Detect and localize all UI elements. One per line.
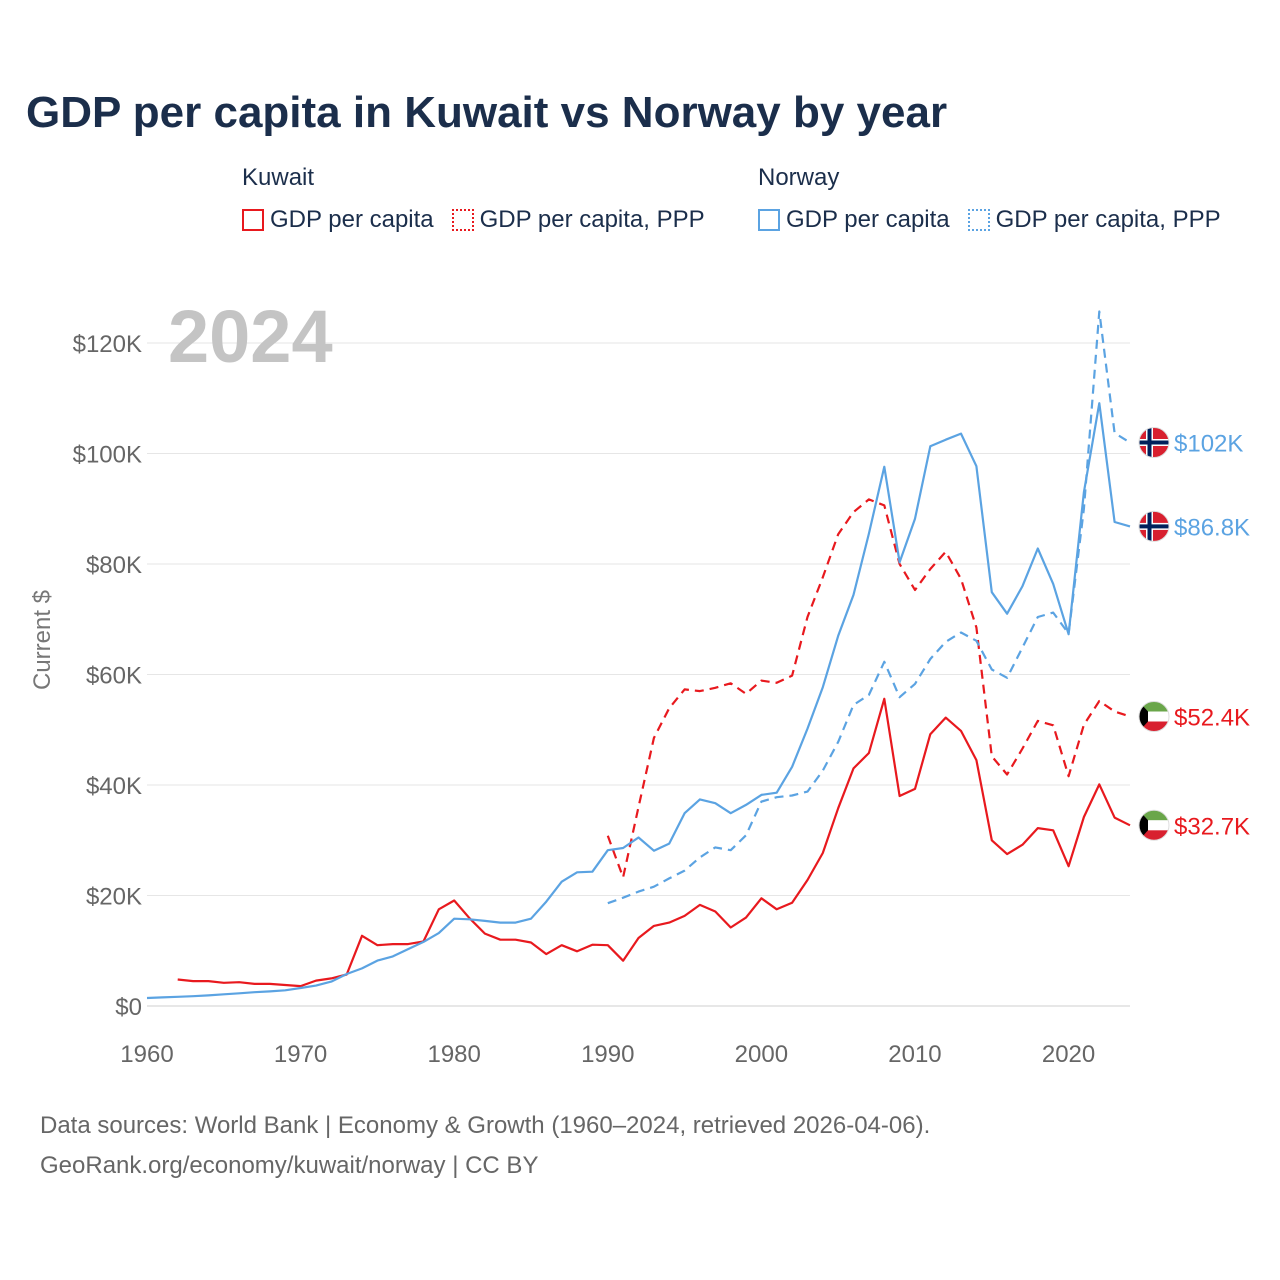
flag-ring xyxy=(1138,809,1170,841)
series-line xyxy=(607,310,1131,905)
legend-swatch-dotted xyxy=(451,209,474,231)
series-line xyxy=(177,697,1131,988)
legend-label: GDP per capita xyxy=(270,206,434,233)
x-tick-label: 1970 xyxy=(274,1041,327,1068)
legend-label: GDP per capita, PPP xyxy=(479,206,705,233)
end-value-label: $102K xyxy=(1174,430,1243,457)
y-tick-label: $40K xyxy=(86,773,142,800)
x-tick-label: 2000 xyxy=(735,1041,788,1068)
legend-country-kuwait: Kuwait xyxy=(242,164,315,191)
legend-item-norway-gdp[interactable]: GDP per capita xyxy=(758,206,950,234)
x-tick-label: 1960 xyxy=(120,1041,173,1068)
end-value-label: $52.4K xyxy=(1174,704,1250,731)
end-value-label: $86.8K xyxy=(1174,514,1250,541)
legend-kuwait: Kuwait GDP per capita GDP per capita, PP… xyxy=(242,164,705,234)
legend-swatch-solid xyxy=(242,209,264,231)
flag-ring xyxy=(1138,510,1170,542)
legend-label: GDP per capita, PPP xyxy=(995,206,1221,233)
flag-stripe xyxy=(1139,810,1169,821)
x-tick-label: 1990 xyxy=(581,1041,634,1068)
legend-item-kuwait-gdp[interactable]: GDP per capita xyxy=(242,206,434,234)
legend-swatch-solid xyxy=(758,209,780,231)
footer-sources: Data sources: World Bank | Economy & Gro… xyxy=(40,1112,931,1139)
axis-layer: $0 $20K $40K $60K $80K $100K $120K 1960 1970 1980… xyxy=(73,331,1096,1068)
x-tick-label: 1980 xyxy=(427,1041,480,1068)
series-line xyxy=(146,402,1131,1000)
flag-cross xyxy=(1139,440,1169,445)
flag-stripe xyxy=(1139,711,1169,722)
flag-cross xyxy=(1139,524,1169,529)
flag-stripe xyxy=(1139,820,1169,831)
y-tick-label: $20K xyxy=(86,884,142,911)
y-tick-label: $80K xyxy=(86,552,142,579)
norway-flag-icon xyxy=(1139,427,1169,458)
y-tick-label: $0 xyxy=(115,994,142,1021)
grid-layer xyxy=(147,342,1130,1007)
legend-country-norway: Norway xyxy=(758,164,840,191)
y-tick-label: $100K xyxy=(73,442,142,469)
norway-flag-icon xyxy=(1139,511,1169,542)
y-tick-label: $120K xyxy=(73,331,142,358)
x-tick-label: 2020 xyxy=(1042,1041,1095,1068)
x-tick-label: 2010 xyxy=(888,1041,941,1068)
y-tick-label: $60K xyxy=(86,663,142,690)
footer: Data sources: World Bank | Economy & Gro… xyxy=(40,1106,930,1186)
legend-swatch-dotted xyxy=(967,209,990,231)
end-marker xyxy=(1138,701,1170,732)
legend-label: GDP per capita xyxy=(786,206,950,233)
end-marker xyxy=(1138,809,1170,841)
flag-ring xyxy=(1138,427,1170,458)
legend-norway: Norway GDP per capita GDP per capita, PP… xyxy=(758,164,1221,234)
line-chart: 2024 $0 $20K $40K $60K $80K $100K $120K 1960 197… xyxy=(29,295,1250,1068)
end-marker xyxy=(1138,510,1170,542)
end-label-layer: $32.7K $52.4K $86.8K $102K xyxy=(1138,427,1250,841)
chart-title: GDP per capita in Kuwait vs Norway by ye… xyxy=(26,88,948,137)
flag-stripe xyxy=(1139,701,1169,712)
end-value-label: $32.7K xyxy=(1174,813,1250,840)
flag-stripe xyxy=(1139,721,1169,732)
legend-item-norway-ppp[interactable]: GDP per capita, PPP xyxy=(967,206,1221,234)
series-layer xyxy=(146,310,1131,1000)
series-line xyxy=(606,498,1131,879)
legend-item-kuwait-ppp[interactable]: GDP per capita, PPP xyxy=(451,206,705,234)
end-marker xyxy=(1138,427,1170,458)
footer-link[interactable]: GeoRank.org/economy/kuwait/norway | CC B… xyxy=(40,1152,539,1179)
flag-stripe xyxy=(1139,830,1169,841)
y-axis-label: Current $ xyxy=(29,590,56,690)
flag-ring xyxy=(1138,701,1170,732)
year-watermark: 2024 xyxy=(168,295,333,378)
